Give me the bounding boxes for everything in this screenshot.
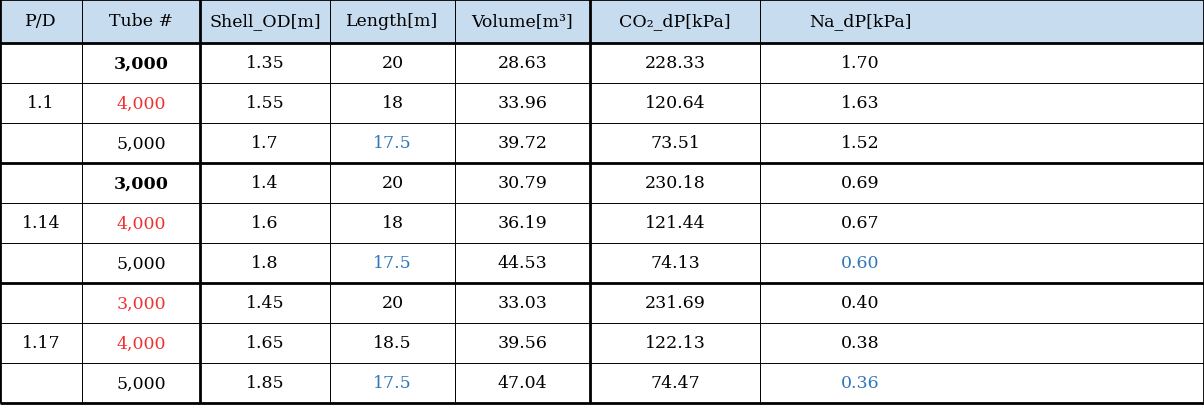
Text: 3,000: 3,000 [113, 175, 169, 192]
Text: 1.4: 1.4 [252, 175, 279, 192]
Text: 17.5: 17.5 [373, 135, 412, 152]
Text: 1.7: 1.7 [252, 135, 279, 152]
Text: 1.52: 1.52 [840, 135, 879, 152]
Text: 33.03: 33.03 [497, 295, 548, 312]
Text: 4,000: 4,000 [117, 95, 166, 112]
Text: 28.63: 28.63 [497, 55, 548, 72]
Text: 228.33: 228.33 [644, 55, 706, 72]
Text: 1.63: 1.63 [840, 95, 879, 112]
Text: 5,000: 5,000 [117, 135, 166, 152]
Text: 0.69: 0.69 [840, 175, 879, 192]
Text: CO₂_dP[kPa]: CO₂_dP[kPa] [619, 13, 731, 30]
Text: 122.13: 122.13 [644, 335, 706, 352]
Text: Volume[m³]: Volume[m³] [472, 13, 573, 30]
Text: 18.5: 18.5 [373, 335, 412, 352]
Text: 1.85: 1.85 [246, 375, 284, 392]
Text: 1.45: 1.45 [246, 295, 284, 312]
Text: 30.79: 30.79 [497, 175, 548, 192]
Text: 1.65: 1.65 [246, 335, 284, 352]
Text: Shell_OD[m]: Shell_OD[m] [209, 13, 320, 30]
Text: 121.44: 121.44 [644, 215, 706, 232]
Text: 0.38: 0.38 [840, 335, 879, 352]
Text: 1.70: 1.70 [840, 55, 879, 72]
Text: 20: 20 [382, 295, 403, 312]
Text: 20: 20 [382, 175, 403, 192]
Text: 0.40: 0.40 [840, 295, 879, 312]
Text: 39.72: 39.72 [497, 135, 548, 152]
Text: 230.18: 230.18 [644, 175, 706, 192]
Text: 20: 20 [382, 55, 403, 72]
Text: 74.13: 74.13 [650, 255, 700, 272]
Text: 17.5: 17.5 [373, 255, 412, 272]
Text: Length[m]: Length[m] [347, 13, 438, 30]
Text: 17.5: 17.5 [373, 375, 412, 392]
Text: 231.69: 231.69 [644, 295, 706, 312]
Text: 74.47: 74.47 [650, 375, 700, 392]
Text: 1.55: 1.55 [246, 95, 284, 112]
Text: 3,000: 3,000 [113, 55, 169, 72]
Text: 120.64: 120.64 [644, 95, 706, 112]
Text: 73.51: 73.51 [650, 135, 700, 152]
Text: Na_dP[kPa]: Na_dP[kPa] [809, 13, 911, 30]
Text: 0.36: 0.36 [840, 375, 879, 392]
Text: 3,000: 3,000 [117, 295, 166, 312]
Text: 18: 18 [382, 215, 403, 232]
Text: 1.17: 1.17 [22, 335, 60, 352]
Text: 4,000: 4,000 [117, 215, 166, 232]
Text: 1.8: 1.8 [252, 255, 279, 272]
Bar [0, 0, 1204, 44]
Text: P/D: P/D [25, 13, 57, 30]
Text: 39.56: 39.56 [497, 335, 548, 352]
Text: 1.35: 1.35 [246, 55, 284, 72]
Text: 0.60: 0.60 [840, 255, 879, 272]
Text: 47.04: 47.04 [497, 375, 548, 392]
Text: Tube #: Tube # [108, 13, 173, 30]
Text: 33.96: 33.96 [497, 95, 548, 112]
Text: 36.19: 36.19 [497, 215, 548, 232]
Text: 44.53: 44.53 [497, 255, 548, 272]
Text: 18: 18 [382, 95, 403, 112]
Text: 1.6: 1.6 [252, 215, 279, 232]
Text: 4,000: 4,000 [117, 335, 166, 352]
Text: 1.1: 1.1 [28, 95, 54, 112]
Text: 0.67: 0.67 [840, 215, 879, 232]
Text: 5,000: 5,000 [117, 255, 166, 272]
Text: 5,000: 5,000 [117, 375, 166, 392]
Text: 1.14: 1.14 [22, 215, 60, 232]
